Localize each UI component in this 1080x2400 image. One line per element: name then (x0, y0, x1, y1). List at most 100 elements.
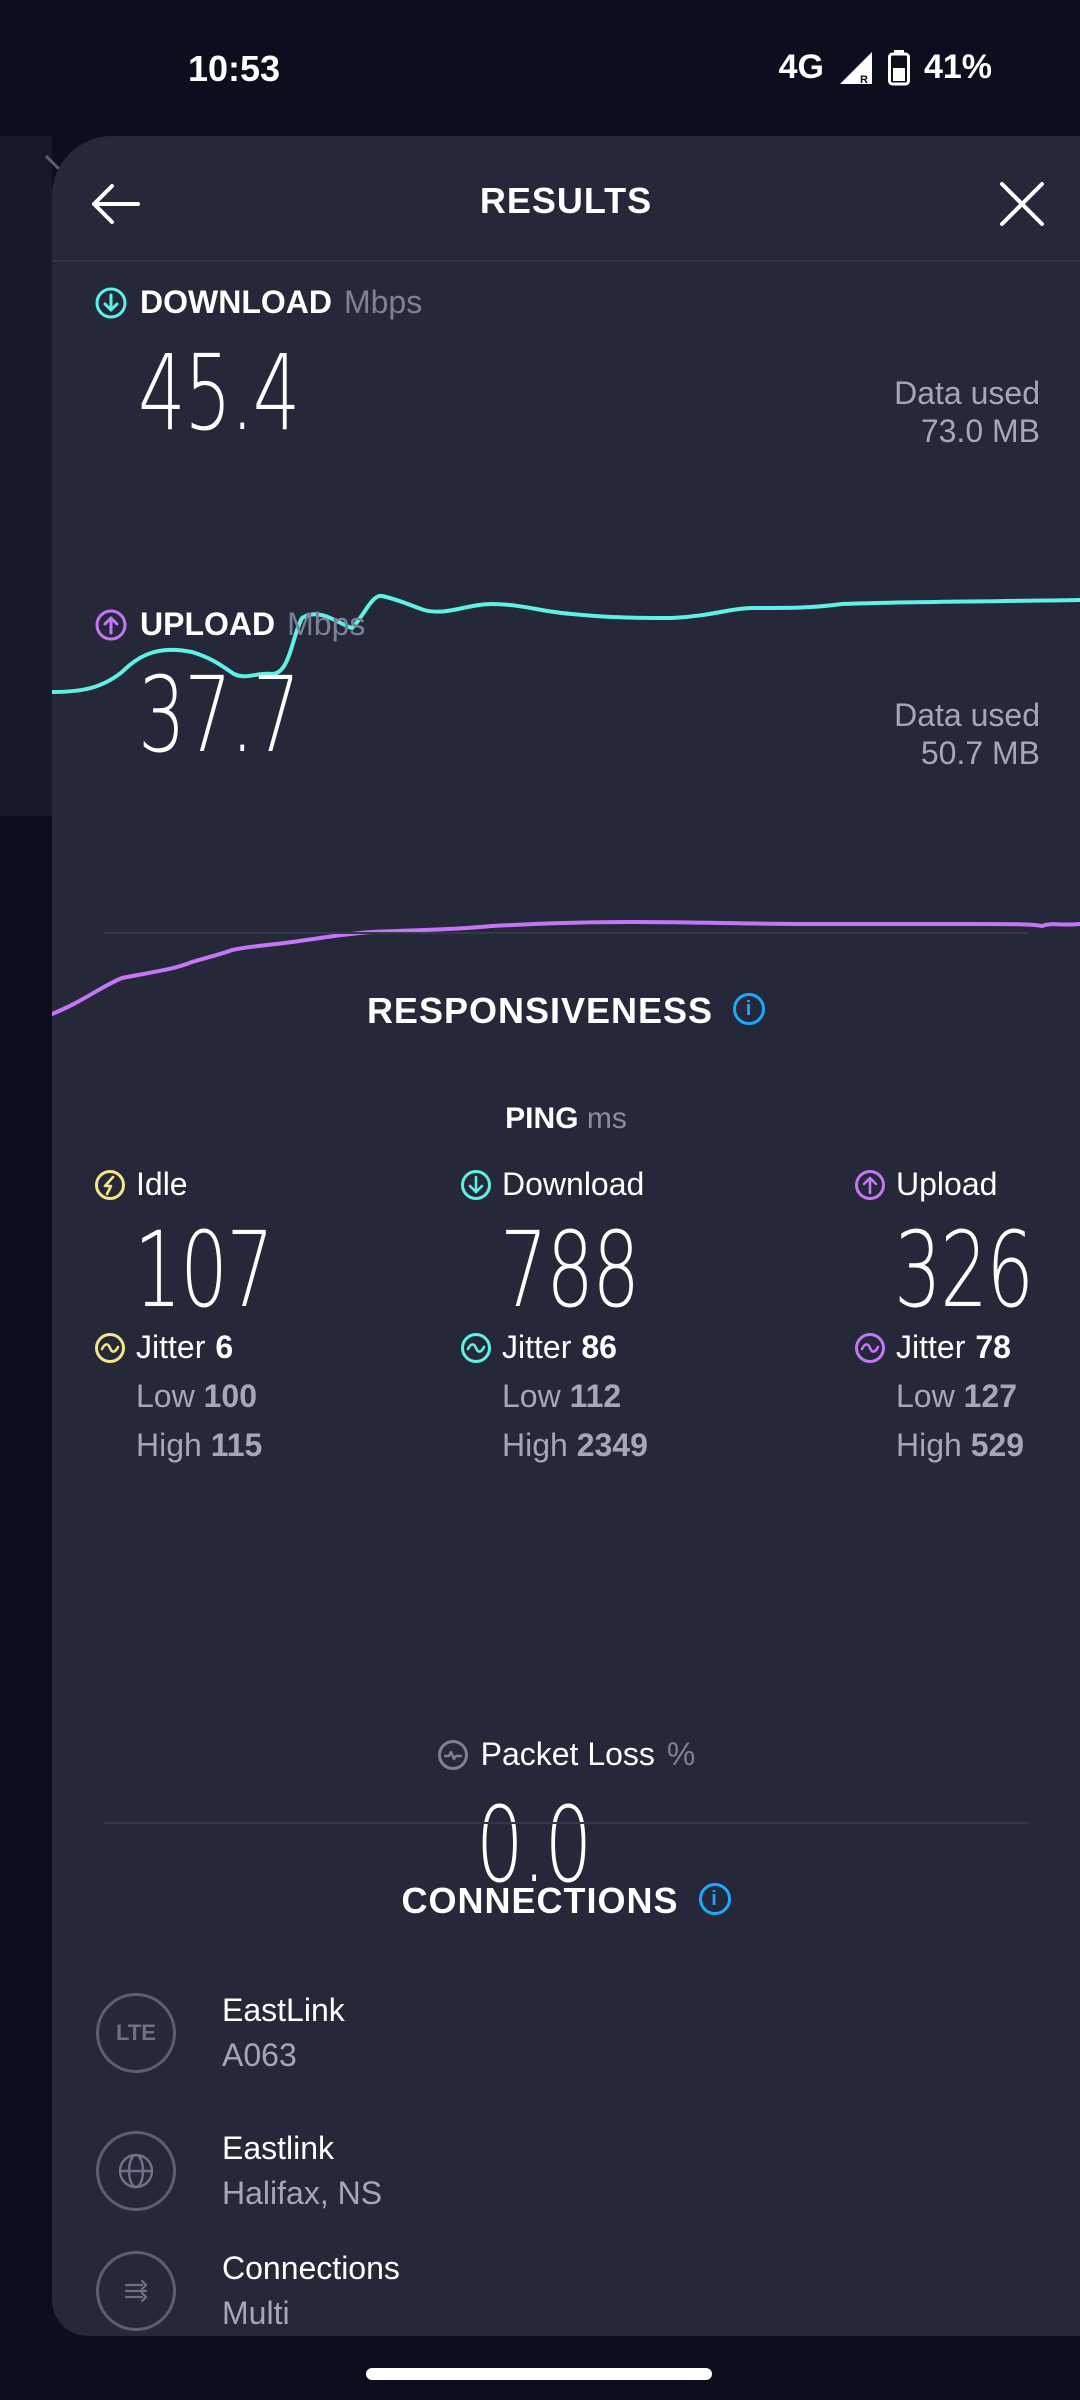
upload-ping-label: Upload (896, 1166, 998, 1202)
connection-item-server[interactable]: Eastlink Halifax, NS (96, 2130, 382, 2212)
upload-jitter-value: 78 (975, 1329, 1011, 1365)
packet-loss-icon (437, 1739, 468, 1770)
download-low-label: Low (502, 1378, 561, 1414)
svg-text:R: R (860, 74, 868, 86)
idle-jitter-icon (95, 1332, 125, 1363)
upload-high-value: 529 (970, 1427, 1025, 1463)
idle-jitter-value: 6 (215, 1329, 234, 1365)
connections-title-text: CONNECTIONS (401, 1880, 679, 1921)
responsiveness-title-text: RESPONSIVENESS (366, 990, 714, 1031)
upload-title: UPLOAD (140, 606, 276, 642)
ping-unit: ms (586, 1102, 627, 1135)
upload-data-used-value: 50.7 MB (920, 735, 1040, 771)
connection-server-location: Halifax, NS (222, 2175, 383, 2211)
ping-download-column: Download 788 Jitter 86 Low 112 High 2349 (460, 1166, 720, 1464)
download-low: Low 112 (502, 1378, 720, 1415)
back-arrow-icon[interactable] (86, 174, 146, 234)
idle-high: High 115 (136, 1427, 354, 1464)
packet-loss-value: 0.0 (476, 1784, 592, 1906)
ping-label: PING ms (52, 1102, 1080, 1136)
download-data-used: Data used 73.0 MB (894, 374, 1040, 450)
upload-graph-line (52, 919, 1080, 1016)
upload-data-used-label: Data used (894, 697, 1040, 733)
download-high-value: 2349 (576, 1427, 648, 1463)
download-arrow-icon (95, 287, 127, 318)
download-speed-graph (52, 594, 1080, 694)
download-ping-label: Download (502, 1166, 645, 1202)
connection-carrier-sub: A063 (222, 2037, 297, 2073)
download-jitter-value: 86 (581, 1329, 617, 1365)
download-data-used-value: 73.0 MB (920, 413, 1040, 449)
upload-ping-icon (855, 1169, 885, 1200)
responsiveness-info-icon[interactable]: i (733, 993, 766, 1026)
connection-server-name: Eastlink (222, 2130, 335, 2166)
connections-icon (96, 2251, 176, 2331)
globe-icon (96, 2131, 176, 2211)
download-low-value: 112 (569, 1378, 622, 1414)
responsiveness-title: RESPONSIVENESS i (52, 990, 1080, 1032)
upload-low-value: 127 (963, 1378, 1017, 1414)
divider (104, 932, 1028, 934)
upload-speed-value: 37.7 (138, 654, 300, 776)
network-type: 4G (778, 48, 824, 86)
lte-icon: LTE (96, 1993, 176, 2073)
download-label: DOWNLOAD Mbps (94, 284, 422, 321)
idle-bolt-icon (95, 1169, 125, 1200)
download-title: DOWNLOAD (140, 284, 332, 320)
status-bar: 10:53 4G R 41% (0, 0, 1080, 136)
background-screen (0, 136, 52, 816)
status-time: 10:53 (188, 48, 281, 89)
home-gesture-handle[interactable] (366, 2368, 712, 2380)
connection-mode-value: Multi (222, 2295, 290, 2331)
download-unit: Mbps (343, 284, 423, 320)
packet-loss-unit: % (666, 1736, 696, 1772)
upload-jitter-icon (855, 1332, 885, 1363)
download-ping-icon (461, 1169, 491, 1200)
connections-title: CONNECTIONS i (52, 1880, 1080, 1922)
idle-jitter-label: Jitter (136, 1329, 206, 1365)
idle-label: Idle (136, 1166, 188, 1202)
upload-high-label: High (896, 1427, 962, 1463)
download-high: High 2349 (502, 1427, 720, 1464)
upload-arrow-icon (95, 609, 127, 640)
ping-idle-column: Idle 107 Jitter 6 Low 100 High 115 (94, 1166, 354, 1464)
connection-mode-name: Connections (222, 2250, 400, 2286)
upload-low: Low 127 (896, 1378, 1080, 1415)
connection-item-carrier[interactable]: LTE EastLink A063 (96, 1992, 345, 2074)
idle-high-value: 115 (210, 1427, 263, 1463)
idle-ping-value: 107 (134, 1209, 274, 1331)
upload-data-used: Data used 50.7 MB (894, 696, 1040, 772)
page-title: RESULTS (479, 180, 653, 221)
idle-low-value: 100 (203, 1378, 257, 1414)
connection-item-connections[interactable]: Connections Multi (96, 2250, 400, 2332)
download-ping-value: 788 (500, 1209, 640, 1331)
download-graph-line (52, 594, 1080, 694)
idle-high-label: High (136, 1427, 202, 1463)
connection-carrier-name: EastLink (222, 1992, 345, 2028)
packet-loss: Packet Loss % 0.0 (52, 1736, 1080, 1906)
upload-unit: Mbps (287, 606, 366, 642)
idle-low: Low 100 (136, 1378, 354, 1415)
download-speed-value: 45.4 (138, 332, 300, 454)
packet-loss-label: Packet Loss (480, 1736, 655, 1772)
connections-info-icon[interactable]: i (698, 1883, 731, 1916)
divider (104, 1822, 1028, 1824)
upload-speed-graph (52, 919, 1080, 1016)
idle-low-label: Low (136, 1378, 195, 1414)
upload-low-label: Low (896, 1378, 955, 1414)
status-right: 4G R 41% (779, 48, 992, 87)
battery-percent: 41% (923, 48, 992, 86)
upload-label: UPLOAD Mbps (94, 606, 365, 643)
download-jitter-icon (461, 1332, 491, 1363)
upload-ping-value: 326 (894, 1209, 1034, 1331)
close-icon[interactable] (992, 174, 1052, 234)
results-sheet: RESULTS DOWNLOAD Mbps 45.4 Data used 73.… (52, 136, 1080, 2336)
download-high-label: High (502, 1427, 568, 1463)
navigation-bar (0, 2336, 1080, 2400)
download-jitter-label: Jitter (502, 1329, 572, 1365)
upload-high: High 529 (896, 1427, 1080, 1464)
ping-title-text: PING (505, 1102, 579, 1135)
download-data-used-label: Data used (894, 375, 1040, 411)
upload-jitter-label: Jitter (896, 1329, 966, 1365)
battery-icon (887, 49, 910, 85)
